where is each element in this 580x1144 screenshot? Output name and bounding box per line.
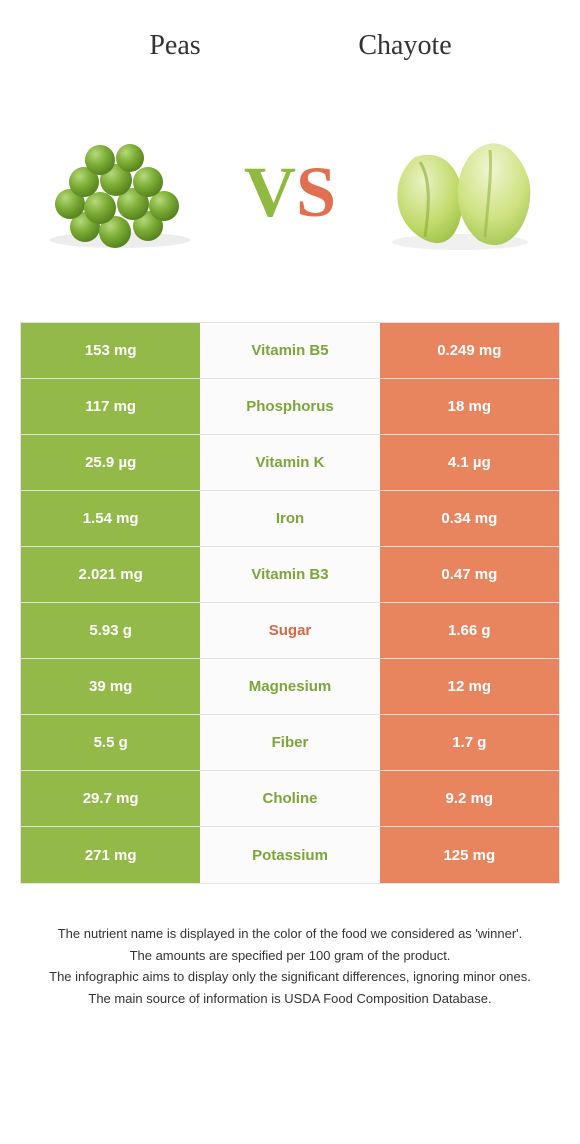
peas-image [30, 122, 210, 262]
nutrient-name-cell: Vitamin K [200, 435, 379, 490]
right-value-cell: 12 mg [380, 659, 559, 714]
footer-line: The nutrient name is displayed in the co… [30, 924, 550, 944]
table-row: 117 mgPhosphorus18 mg [21, 379, 559, 435]
nutrient-name-cell: Choline [200, 771, 379, 826]
nutrient-table: 153 mgVitamin B50.249 mg117 mgPhosphorus… [20, 322, 560, 884]
title-row: Peas Chayote [20, 30, 560, 62]
nutrient-name-cell: Potassium [200, 827, 379, 883]
nutrient-name-cell: Vitamin B5 [200, 323, 379, 378]
footer-line: The amounts are specified per 100 gram o… [30, 946, 550, 966]
left-value-cell: 5.93 g [21, 603, 200, 658]
table-row: 153 mgVitamin B50.249 mg [21, 323, 559, 379]
nutrient-name-cell: Vitamin B3 [200, 547, 379, 602]
footer-line: The infographic aims to display only the… [30, 967, 550, 987]
nutrient-name-cell: Fiber [200, 715, 379, 770]
left-value-cell: 153 mg [21, 323, 200, 378]
vs-label: VS [244, 151, 336, 234]
nutrient-name-cell: Sugar [200, 603, 379, 658]
right-value-cell: 18 mg [380, 379, 559, 434]
right-value-cell: 125 mg [380, 827, 559, 883]
table-row: 1.54 mgIron0.34 mg [21, 491, 559, 547]
left-value-cell: 1.54 mg [21, 491, 200, 546]
vs-v: V [244, 151, 296, 234]
right-value-cell: 0.47 mg [380, 547, 559, 602]
right-value-cell: 0.249 mg [380, 323, 559, 378]
left-value-cell: 29.7 mg [21, 771, 200, 826]
nutrient-name-cell: Iron [200, 491, 379, 546]
right-food-title: Chayote [290, 30, 520, 62]
table-row: 5.5 gFiber1.7 g [21, 715, 559, 771]
chayote-image [370, 122, 550, 262]
footer-line: The main source of information is USDA F… [30, 989, 550, 1009]
table-row: 39 mgMagnesium12 mg [21, 659, 559, 715]
table-row: 271 mgPotassium125 mg [21, 827, 559, 883]
footer-notes: The nutrient name is displayed in the co… [20, 924, 560, 1008]
right-value-cell: 4.1 µg [380, 435, 559, 490]
table-row: 29.7 mgCholine9.2 mg [21, 771, 559, 827]
right-value-cell: 0.34 mg [380, 491, 559, 546]
left-value-cell: 5.5 g [21, 715, 200, 770]
left-value-cell: 117 mg [21, 379, 200, 434]
left-food-title: Peas [60, 30, 290, 62]
images-row: VS [20, 112, 560, 272]
left-value-cell: 271 mg [21, 827, 200, 883]
nutrient-name-cell: Magnesium [200, 659, 379, 714]
table-row: 2.021 mgVitamin B30.47 mg [21, 547, 559, 603]
vs-s: S [296, 151, 336, 234]
right-value-cell: 1.7 g [380, 715, 559, 770]
left-value-cell: 25.9 µg [21, 435, 200, 490]
right-value-cell: 1.66 g [380, 603, 559, 658]
right-value-cell: 9.2 mg [380, 771, 559, 826]
table-row: 5.93 gSugar1.66 g [21, 603, 559, 659]
nutrient-name-cell: Phosphorus [200, 379, 379, 434]
left-value-cell: 39 mg [21, 659, 200, 714]
left-value-cell: 2.021 mg [21, 547, 200, 602]
table-row: 25.9 µgVitamin K4.1 µg [21, 435, 559, 491]
